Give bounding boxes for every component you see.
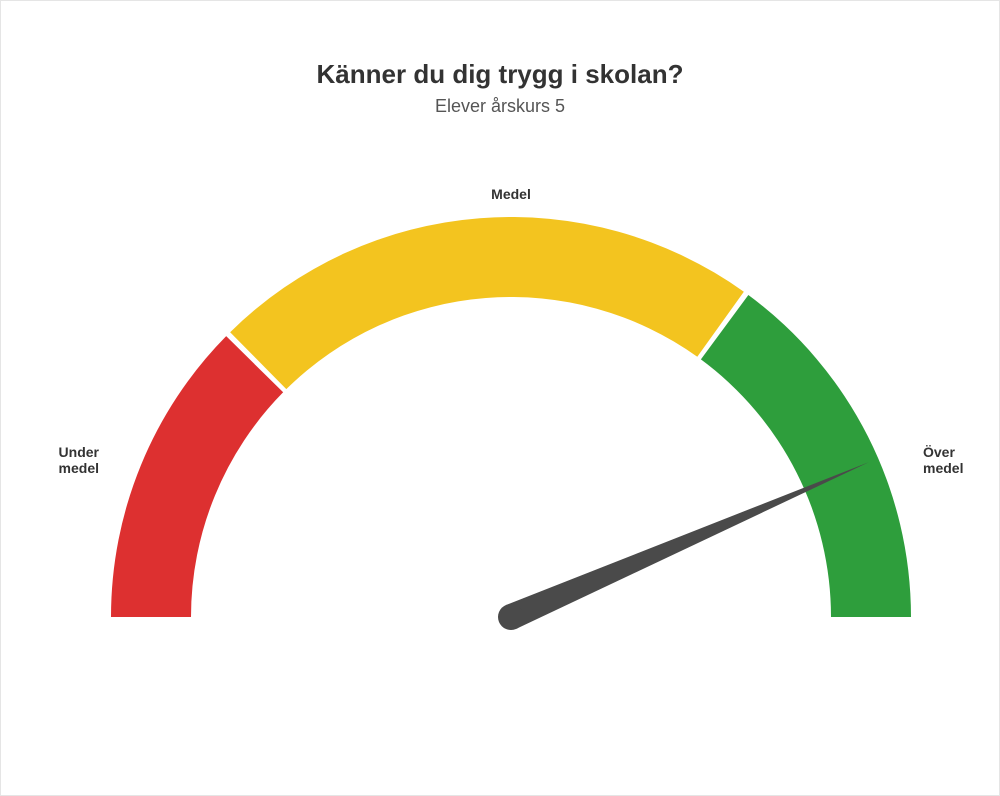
titles: Känner du dig trygg i skolan? Elever års… [11,59,989,117]
gauge-needle [506,462,869,629]
chart-title: Känner du dig trygg i skolan? [11,59,989,90]
gauge-segment-0 [111,336,283,617]
gauge-card: Känner du dig trygg i skolan? Elever års… [0,0,1000,796]
chart-subtitle: Elever årskurs 5 [11,96,989,117]
gauge-needle-cap [498,604,524,630]
gauge-segment-1 [230,217,744,389]
gauge-svg: Undermedel Medel Övermedel [11,117,1000,737]
gauge-container: Undermedel Medel Övermedel [11,117,989,737]
gauge-segment-label-0: Undermedel [59,444,100,476]
gauge-segment-label-2: Övermedel [923,444,963,476]
gauge-segment-2 [701,295,911,617]
gauge-segment-label-1: Medel [491,186,531,202]
